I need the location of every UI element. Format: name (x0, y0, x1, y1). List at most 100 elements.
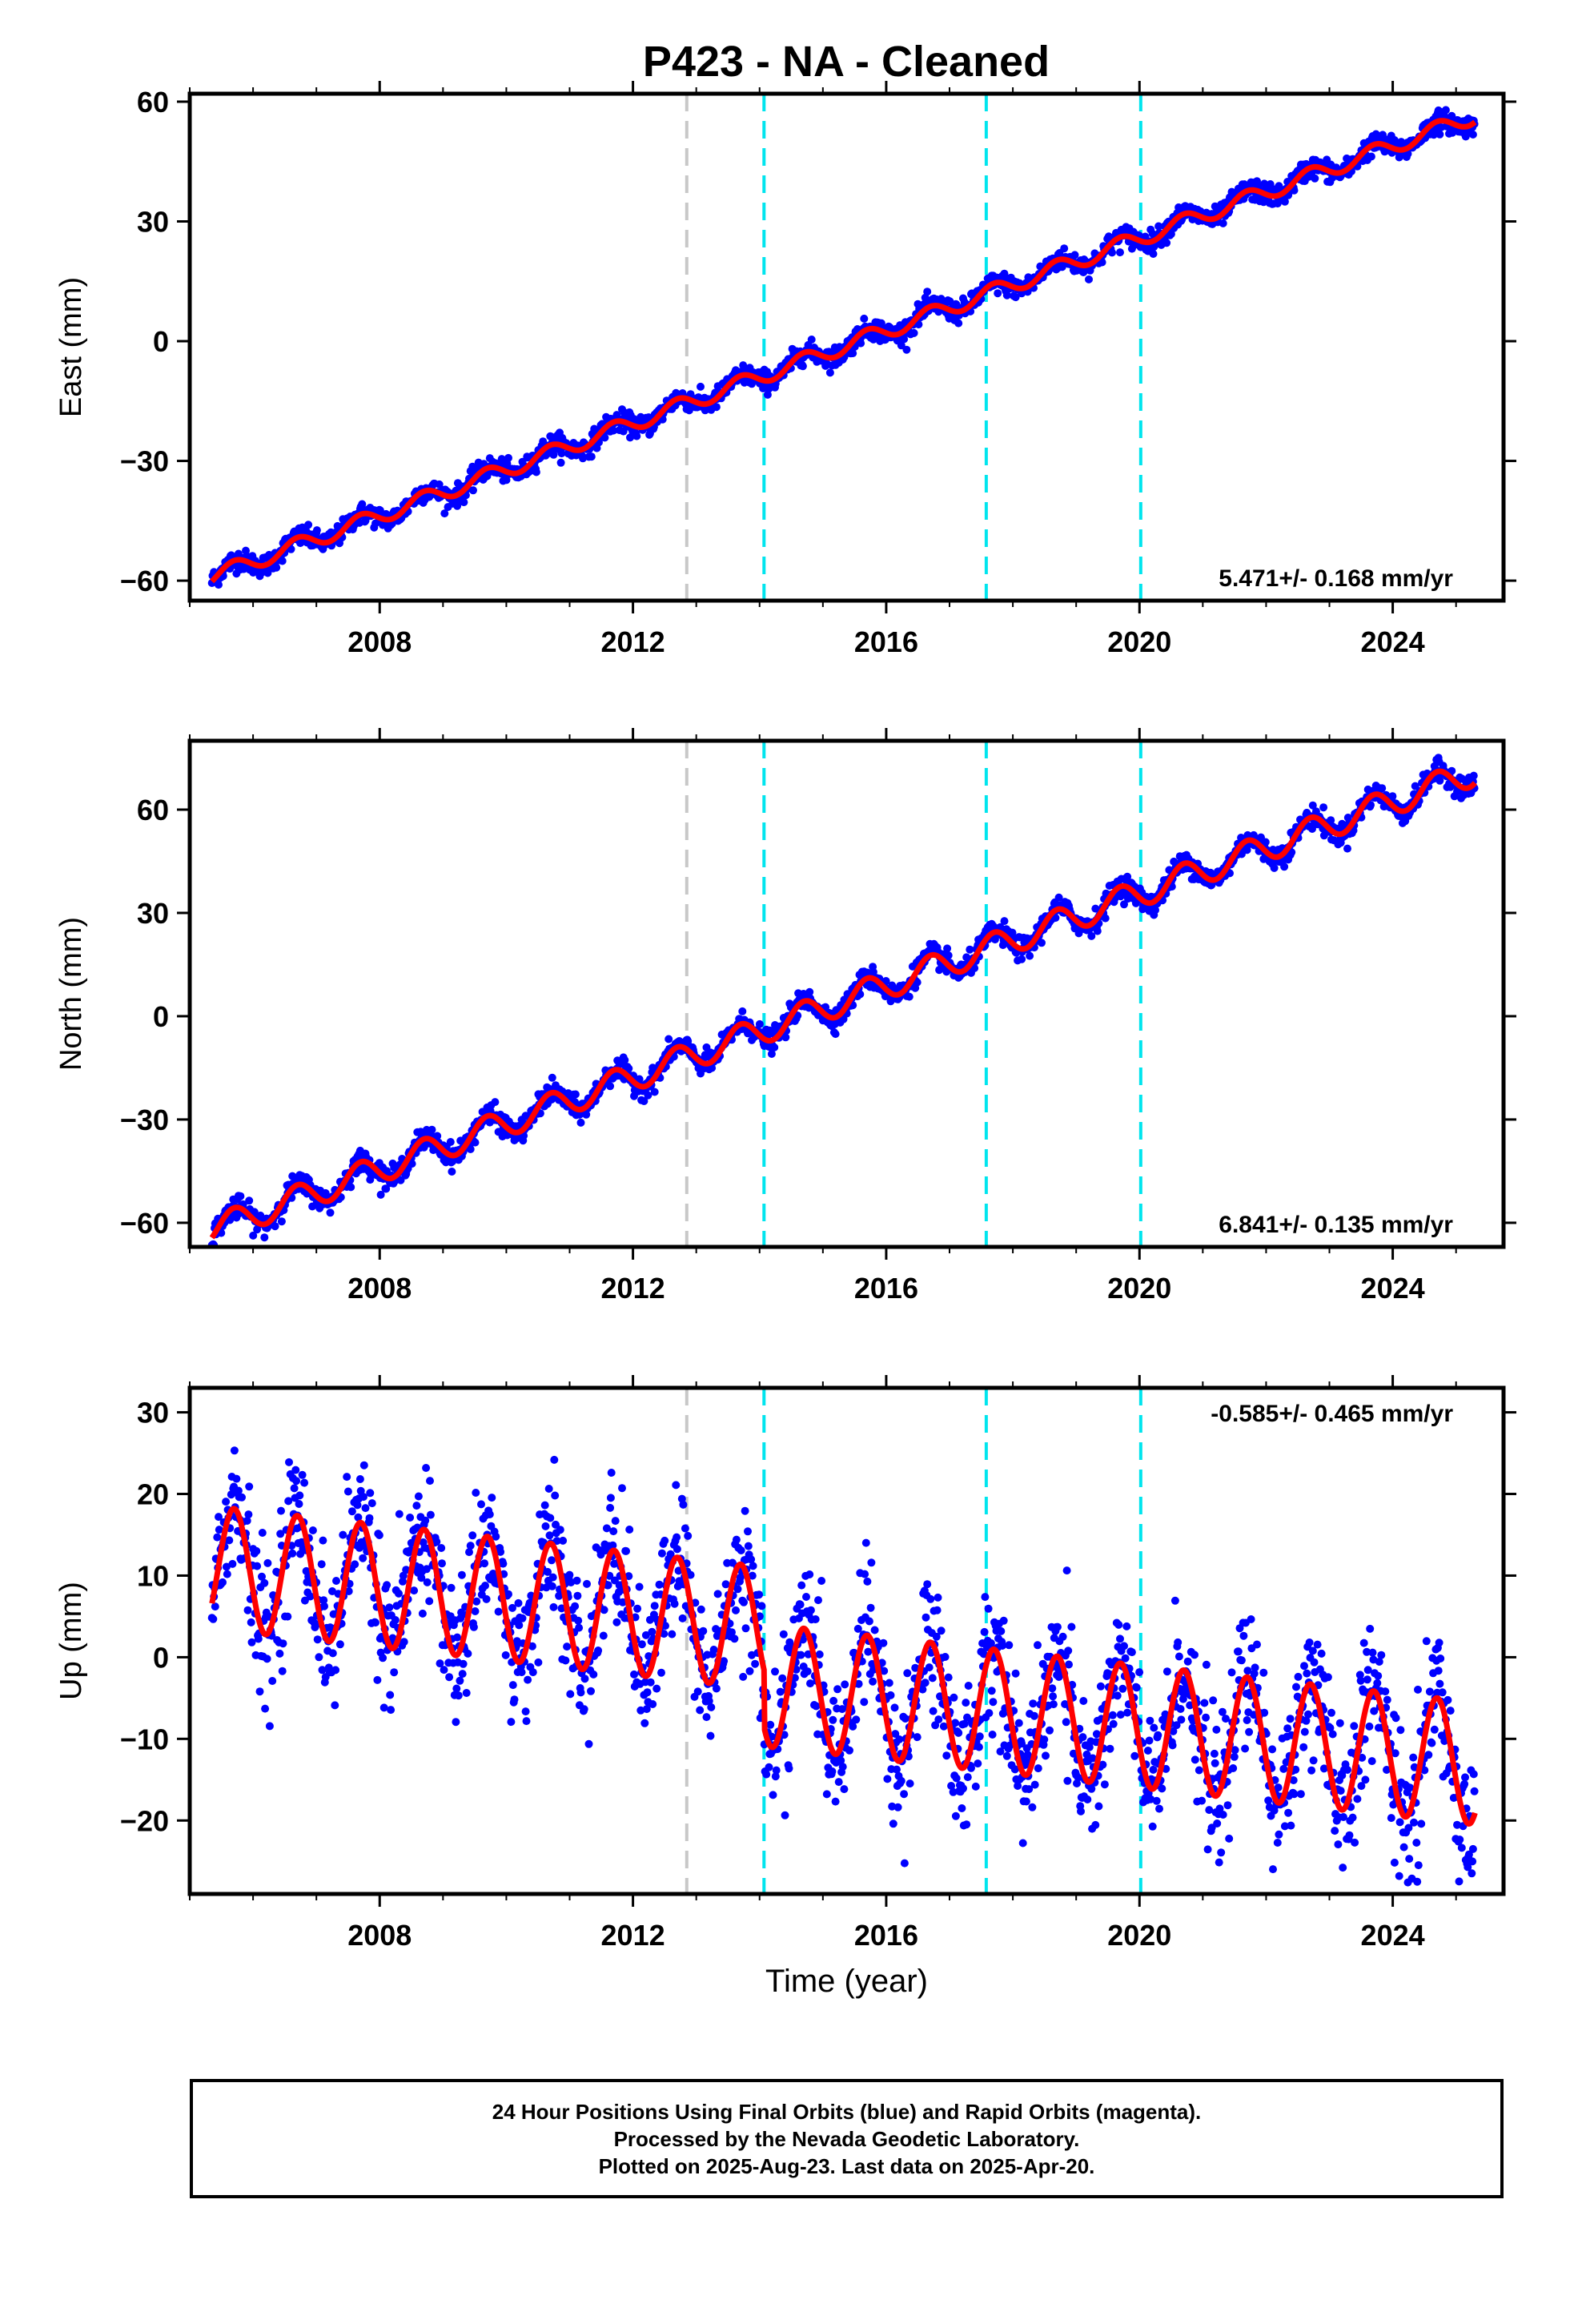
data-point (584, 1739, 593, 1748)
data-point (400, 1638, 408, 1647)
data-point (540, 1501, 549, 1510)
data-point (534, 1658, 543, 1667)
data-point (678, 1614, 687, 1622)
data-point (371, 1618, 379, 1627)
data-point (358, 500, 367, 509)
data-point (944, 951, 953, 959)
data-point (744, 1527, 752, 1536)
data-point (245, 1196, 254, 1205)
data-point (885, 1679, 893, 1687)
data-point (770, 1043, 779, 1051)
data-point (561, 1656, 570, 1665)
data-point (213, 1533, 222, 1542)
data-point (672, 1481, 681, 1490)
data-point (587, 452, 596, 461)
data-point (550, 1455, 559, 1464)
data-point (253, 1562, 262, 1570)
data-point (243, 1606, 252, 1614)
data-point (802, 1593, 810, 1601)
data-point (776, 1687, 785, 1696)
data-point (395, 1589, 403, 1598)
data-point (757, 1602, 766, 1610)
data-point (1098, 258, 1106, 267)
data-point (312, 526, 321, 535)
data-point (646, 1678, 655, 1687)
data-point (732, 1535, 741, 1544)
data-point (797, 1581, 806, 1590)
data-point (771, 1667, 779, 1676)
data-point (518, 1614, 527, 1622)
data-point (249, 1231, 258, 1240)
data-point (395, 1510, 404, 1518)
data-point (849, 349, 857, 358)
data-point (423, 1578, 432, 1586)
data-point (814, 1596, 822, 1605)
data-point (245, 1482, 254, 1491)
data-point (1468, 131, 1477, 139)
data-point (288, 1549, 297, 1558)
data-point (462, 1689, 471, 1697)
data-point (379, 1654, 387, 1663)
data-point (222, 1498, 231, 1506)
data-point (879, 1638, 888, 1647)
data-point (732, 1606, 740, 1614)
x-tick-label: 2024 (1361, 1272, 1425, 1305)
data-point (244, 1510, 253, 1519)
data-point (290, 1484, 299, 1493)
data-point (355, 1475, 364, 1483)
data-point (445, 1673, 454, 1682)
data-point (650, 1602, 659, 1610)
data-point (611, 1517, 620, 1526)
data-point (831, 1030, 840, 1039)
data-point (693, 1687, 702, 1696)
data-point (275, 1649, 284, 1658)
data-point (580, 1705, 588, 1714)
data-point (271, 1222, 279, 1231)
data-point (576, 1118, 585, 1127)
data-point (428, 1125, 436, 1134)
data-point (587, 1687, 595, 1695)
data-point (1378, 784, 1387, 793)
data-point (283, 1612, 292, 1621)
data-point (738, 1007, 747, 1015)
data-point (779, 1630, 788, 1638)
data-point (1154, 222, 1163, 231)
data-point (1108, 248, 1116, 257)
data-point (670, 1599, 679, 1608)
data-point (866, 1603, 875, 1612)
data-point (1266, 180, 1275, 188)
data-point (331, 1666, 340, 1675)
data-point (426, 1477, 434, 1486)
data-point (491, 1098, 500, 1107)
data-point (472, 1489, 480, 1497)
data-point (343, 1473, 351, 1482)
rate-annotation: 5.471+/- 0.168 mm/yr (1219, 565, 1453, 592)
y-tick-label: −60 (120, 1207, 169, 1240)
data-point (573, 1591, 582, 1600)
data-point (825, 368, 834, 377)
data-point (1311, 174, 1319, 183)
data-point (292, 1477, 301, 1486)
data-point (572, 1576, 581, 1585)
data-point (612, 1618, 621, 1626)
data-point (661, 1536, 669, 1545)
data-point (255, 1687, 264, 1696)
data-point (798, 362, 807, 371)
data-point (546, 1514, 555, 1522)
data-point (320, 1602, 328, 1610)
data-point (681, 1524, 689, 1533)
data-point (485, 1510, 494, 1518)
y-tick-label: −30 (120, 1104, 169, 1136)
data-point (304, 521, 313, 529)
data-point (1011, 293, 1020, 302)
x-tick-label: 2016 (854, 625, 918, 658)
data-point (869, 1677, 877, 1686)
data-point (796, 1600, 805, 1609)
data-point (287, 545, 295, 553)
data-point (501, 1651, 510, 1659)
data-point (277, 1217, 286, 1226)
data-point (438, 1559, 446, 1568)
data-point (828, 1767, 837, 1775)
data-point (900, 335, 909, 344)
